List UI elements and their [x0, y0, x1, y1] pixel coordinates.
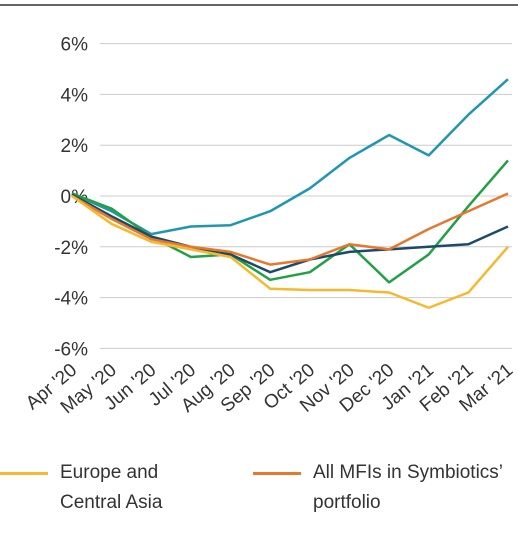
- series-line: [71, 193, 509, 274]
- y-tick-label: -4%: [54, 289, 88, 310]
- series-line: [71, 159, 509, 284]
- series-line: [71, 78, 509, 236]
- legend-swatch: [0, 472, 48, 475]
- series-line: [71, 194, 509, 310]
- y-tick-label: 2%: [61, 136, 89, 157]
- y-tick-label: 4%: [61, 85, 89, 106]
- y-tick-label: -2%: [54, 238, 88, 259]
- y-tick-label: -6%: [54, 339, 88, 360]
- legend-label: All MFIs in Symbiotics’ portfolio: [313, 462, 503, 513]
- series-line: [71, 192, 509, 266]
- legend-label: Europe and Central Asia: [60, 462, 163, 513]
- legend-item: Europe and Central Asia: [0, 458, 245, 518]
- y-tick-label: 6%: [61, 35, 89, 56]
- legend-swatch: [253, 472, 301, 475]
- legend-item: All MFIs in Symbiotics’ portfolio: [253, 458, 518, 518]
